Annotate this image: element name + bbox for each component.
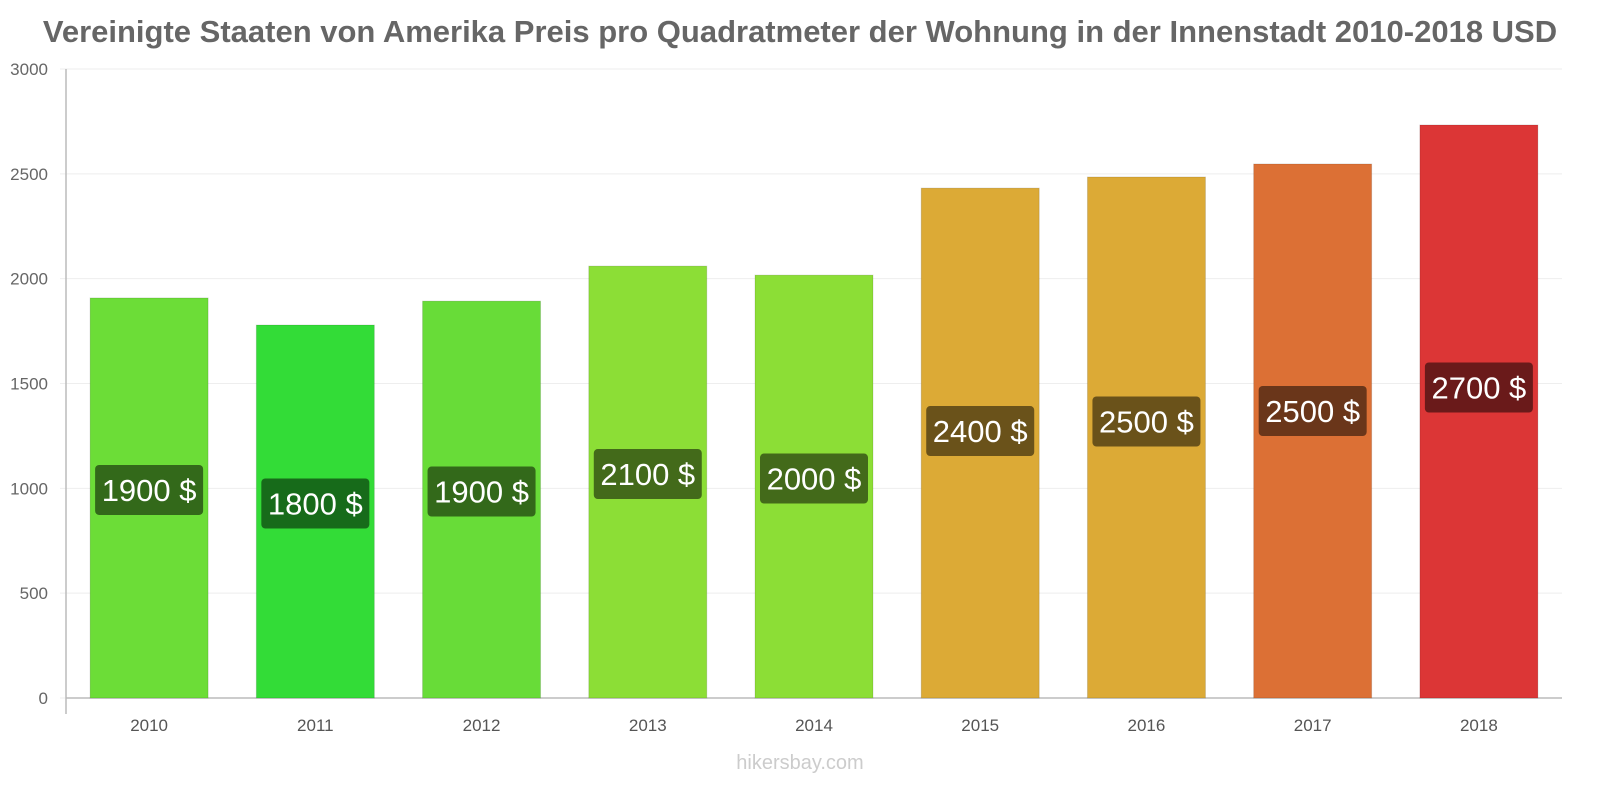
x-tick-label: 2012: [463, 716, 501, 735]
data-label-box: [1424, 362, 1533, 413]
y-tick-label: 2500: [10, 165, 48, 184]
watermark: hikersbay.com: [736, 752, 864, 774]
data-label: 2500 $: [1265, 394, 1360, 429]
data-label: 1900 $: [102, 473, 197, 508]
y-tick-label: 1500: [10, 375, 48, 394]
data-label: 2500 $: [1099, 404, 1194, 439]
x-tick-label: 2010: [130, 716, 168, 735]
x-tick-label: 2011: [297, 716, 334, 735]
data-label: 2000 $: [767, 462, 862, 497]
data-label: 1900 $: [434, 475, 529, 510]
data-label-box: [1258, 385, 1367, 436]
data-label: 2400 $: [933, 414, 1028, 449]
y-tick-label: 500: [20, 584, 48, 603]
x-tick-label: 2016: [1128, 716, 1166, 735]
x-tick-label: 2015: [961, 716, 999, 735]
y-tick-label: 0: [39, 689, 48, 708]
data-label-box: [427, 466, 536, 517]
data-label-box: [1092, 396, 1201, 447]
data-label-box: [261, 478, 370, 529]
x-tick-label: 2014: [795, 716, 833, 735]
chart-title: Vereinigte Staaten von Amerika Preis pro…: [42, 14, 1558, 49]
data-label: 2700 $: [1431, 370, 1526, 405]
x-tick-label: 2018: [1460, 716, 1498, 735]
y-tick-label: 3000: [10, 60, 48, 79]
data-label-box: [760, 453, 868, 504]
data-label: 1800 $: [268, 487, 363, 522]
x-tick-label: 2017: [1294, 716, 1332, 735]
data-label-box: [593, 449, 702, 500]
data-label-box: [926, 406, 1035, 457]
y-tick-label: 1000: [10, 479, 48, 498]
y-tick-label: 2000: [10, 270, 48, 289]
data-label: 2100 $: [600, 457, 695, 492]
data-label-box: [95, 464, 204, 515]
x-tick-label: 2013: [629, 716, 667, 735]
